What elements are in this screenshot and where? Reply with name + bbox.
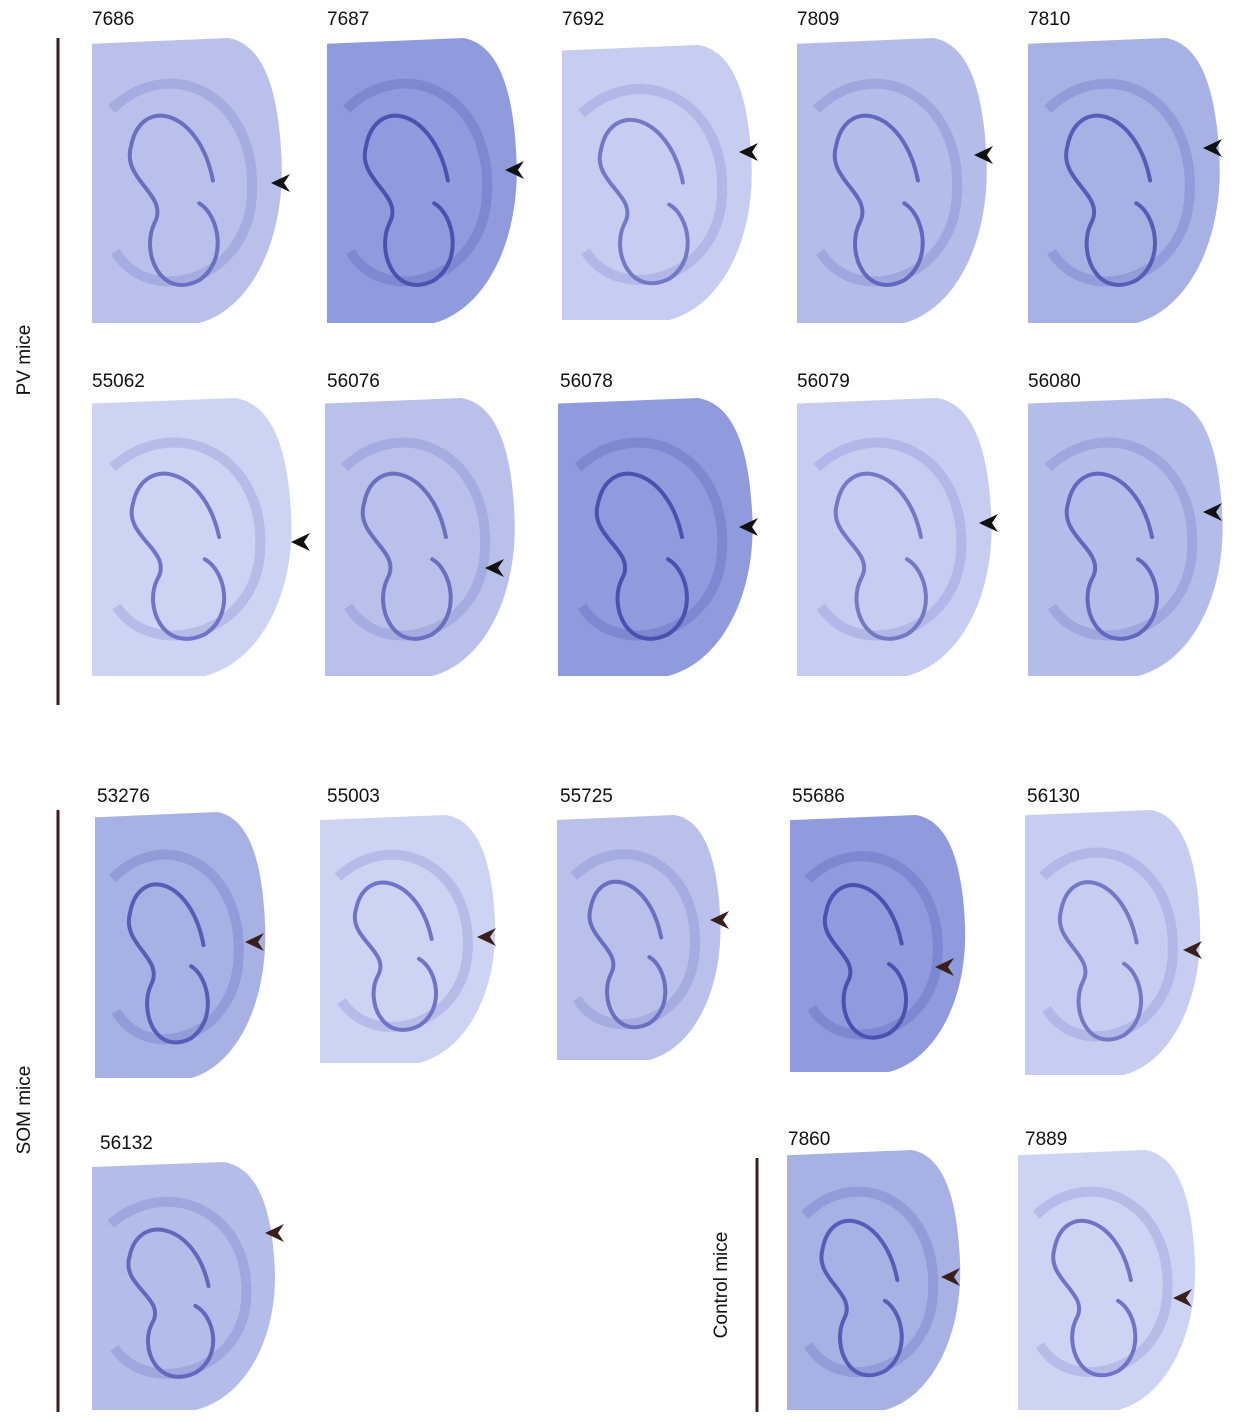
panel-label: 7809 [797, 9, 839, 30]
slice-image [92, 38, 282, 323]
panel-label: 55062 [92, 371, 145, 392]
slice-image [787, 1150, 960, 1410]
panel-label: 56079 [797, 371, 850, 392]
slice-image [325, 398, 515, 676]
panel-label: 56132 [100, 1133, 153, 1154]
panel-label: 55003 [327, 786, 380, 807]
slice-image [558, 398, 753, 676]
panel-label: 56130 [1027, 786, 1080, 807]
slice-image [797, 38, 987, 323]
panel-label: 7692 [562, 9, 604, 30]
slice-image [327, 38, 517, 323]
slice-image [92, 398, 292, 676]
group-label: SOM mice [14, 1066, 35, 1155]
slice-image [790, 815, 965, 1072]
slice-image [557, 815, 721, 1060]
group-label: Control mice [711, 1232, 732, 1339]
slice-image [1025, 810, 1200, 1075]
figure: PV mice 7686 7687 7692 7809 7810 55062 56076 560… [0, 0, 1243, 1421]
arrowhead [291, 533, 310, 551]
panel-label: 56076 [327, 371, 380, 392]
panel-label: 53276 [97, 786, 150, 807]
panel-label: 56080 [1028, 371, 1081, 392]
panel-label: 7686 [92, 9, 134, 30]
slice-image [95, 812, 265, 1078]
slice-image [1018, 1150, 1195, 1410]
panel-label: 7687 [327, 9, 369, 30]
slice-image [320, 815, 495, 1063]
panel-label: 56078 [560, 371, 613, 392]
slice-image [797, 398, 992, 676]
panel-label: 55686 [792, 786, 845, 807]
slice-image [1028, 38, 1220, 323]
panel-label: 7889 [1025, 1129, 1067, 1150]
panel-label: 7860 [788, 1129, 830, 1150]
slice-image [1028, 398, 1223, 676]
slice-image [562, 45, 752, 320]
slice-image [92, 1162, 275, 1410]
group-label: PV mice [14, 325, 35, 396]
panel-label: 55725 [560, 786, 613, 807]
panel-label: 7810 [1028, 9, 1070, 30]
